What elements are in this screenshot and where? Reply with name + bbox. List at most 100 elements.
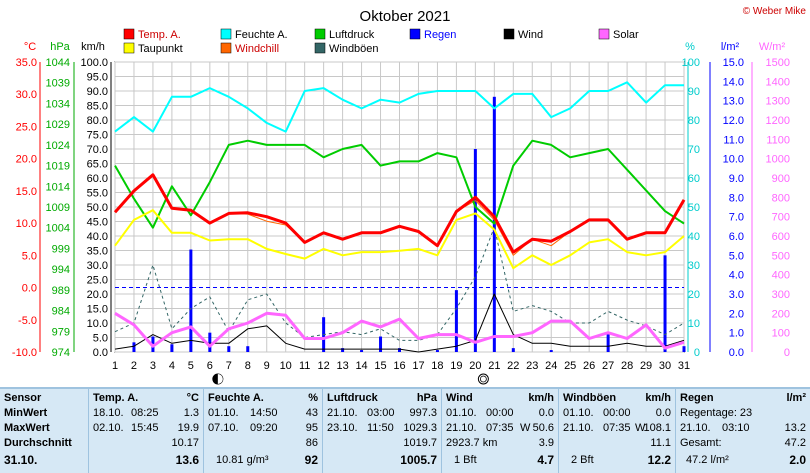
stats-humidity-min-date: 01.10.	[208, 407, 239, 419]
legend-swatch	[220, 42, 232, 54]
legend-swatch	[314, 28, 326, 40]
x-tick-label: 25	[564, 360, 576, 372]
humidity-tick-label: 70	[688, 144, 700, 156]
stats-pressure-max-date: 23.10.	[327, 422, 358, 434]
x-tick-label: 12	[318, 360, 330, 372]
solar-tick-label: 1000	[766, 154, 790, 166]
temp-tick-label: 10.0	[16, 218, 37, 230]
stats-table: Sensor MinWert MaxWert Durchschnitt 31.1…	[0, 387, 810, 473]
legend-label: Taupunkt	[138, 43, 183, 55]
stats-pressure-min-date: 21.10.	[327, 407, 358, 419]
stats-rain-max-time: 03:10	[722, 422, 750, 434]
copyright: © Weber Mike	[743, 6, 807, 17]
stats-temp-avg: 10.17	[171, 437, 199, 449]
temp-tick-label: 25.0	[16, 121, 37, 133]
stats-rain-days: Regentage: 23	[680, 407, 753, 419]
stats-row-avg: Durchschnitt	[4, 437, 72, 449]
stats-gusts-header: Windböen	[563, 392, 617, 404]
stats-temp-min-date: 18.10.	[93, 407, 124, 419]
stats-sensor-header: Sensor	[4, 392, 42, 404]
humidity-tick-label: 50	[688, 202, 700, 214]
series-line-feuchte-a	[114, 81, 684, 133]
wind-tick-label: 0.0	[93, 347, 108, 359]
x-tick-label: 1	[112, 360, 118, 372]
stats-pressure-current: 1005.7	[400, 453, 437, 467]
stats-wind-min-time: 00:00	[486, 407, 514, 419]
rain-tick-label: 5.0	[729, 250, 744, 262]
stats-gusts-max-time: 07:35	[603, 422, 631, 434]
solar-tick-label: 1400	[766, 76, 790, 88]
stats-pressure-max-time: 11:50	[367, 422, 394, 434]
rain-bar	[473, 149, 477, 352]
stats-wind-max-time: 07:35	[486, 422, 514, 434]
solar-tick-label: 1100	[766, 134, 790, 146]
series-line-temp-a	[113, 173, 686, 254]
stats-pressure-max: 1029.3	[403, 422, 437, 434]
rain-bar	[606, 332, 610, 352]
x-tick-label: 5	[188, 360, 194, 372]
x-tick-label: 29	[640, 360, 652, 372]
stats-gusts-max: 108.1	[643, 422, 671, 434]
stats-temp-col: Temp. A. °C 18.10. 08:25 1.3 02.10. 15:45 19.…	[89, 389, 203, 473]
legend-swatch	[314, 42, 326, 54]
rain-tick-label: 8.0	[729, 192, 744, 204]
x-tick-label: 26	[583, 360, 595, 372]
stats-row-min: MinWert	[4, 407, 48, 419]
stats-rain-max: 13.2	[784, 422, 806, 434]
stats-humidity-avg: 86	[305, 437, 318, 449]
x-tick-label: 22	[507, 360, 519, 372]
pressure-tick-label: 1009	[46, 202, 70, 214]
x-tick-label: 10	[280, 360, 292, 372]
wind-tick-label: 75.0	[87, 130, 108, 142]
x-tick-label: 27	[602, 360, 614, 372]
temp-tick-label: 15.0	[16, 186, 37, 198]
rain-bar	[227, 346, 231, 352]
rain-bar	[170, 344, 174, 352]
stats-current-date: 31.10.	[4, 453, 38, 467]
stats-gusts-min-time: 00:00	[603, 407, 631, 419]
stats-humidity-min: 43	[305, 407, 318, 419]
stats-humidity-max: 95	[305, 422, 318, 434]
wind-tick-label: 85.0	[87, 101, 108, 113]
humidity-tick-label: 20	[688, 289, 700, 301]
humidity-tick-label: 100	[682, 57, 700, 69]
stats-temp-max-time: 15:45	[131, 422, 159, 434]
legend-label: Windchill	[235, 43, 279, 55]
rain-tick-label: 4.0	[729, 270, 744, 282]
stats-humidity-current: 92	[304, 453, 318, 467]
x-tick-label: 17	[412, 360, 424, 372]
axis-unit-pressure: hPa	[50, 41, 70, 53]
pressure-tick-label: 1024	[46, 140, 70, 152]
pressure-tick-label: 1014	[46, 181, 70, 193]
x-tick-label: 30	[659, 360, 671, 372]
stats-row-max: MaxWert	[4, 422, 50, 434]
legend-swatch	[598, 28, 610, 40]
solar-tick-label: 100	[772, 328, 790, 340]
stats-wind-current: 4.7	[537, 453, 554, 467]
stats-wind-min-date: 01.10.	[446, 407, 477, 419]
stats-rain-header: Regen	[680, 392, 714, 404]
x-tick-label: 8	[245, 360, 251, 372]
humidity-tick-label: 60	[688, 173, 700, 185]
series-line-taupunkt	[114, 209, 685, 270]
series-line-solar	[114, 311, 685, 350]
legend-swatch	[503, 28, 515, 40]
axis-unit-wind: km/h	[81, 41, 105, 53]
x-tick-label: 31	[678, 360, 690, 372]
stats-humidity-header: Feuchte A.	[208, 392, 264, 404]
stats-temp-min: 1.3	[183, 407, 199, 419]
pressure-tick-label: 999	[52, 243, 70, 255]
new-moon-icon-half	[217, 374, 223, 384]
rain-tick-label: 7.0	[729, 212, 744, 224]
stats-rain-unit: l/m²	[786, 392, 806, 404]
legend-swatch	[123, 42, 135, 54]
legend-label: Luftdruck	[329, 29, 375, 41]
stats-wind-max-dir: W	[520, 422, 531, 434]
wind-tick-label: 35.0	[87, 246, 108, 258]
rain-tick-label: 1.0	[729, 328, 744, 340]
solar-tick-label: 600	[772, 231, 790, 243]
rain-tick-label: 15.0	[723, 57, 744, 69]
legend-label: Windböen	[329, 43, 379, 55]
stats-humidity-abs: 10.81 g/m³	[216, 454, 269, 466]
stats-pressure-unit: hPa	[416, 392, 437, 404]
